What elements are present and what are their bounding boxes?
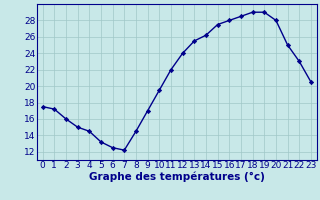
X-axis label: Graphe des températures (°c): Graphe des températures (°c) [89, 172, 265, 182]
